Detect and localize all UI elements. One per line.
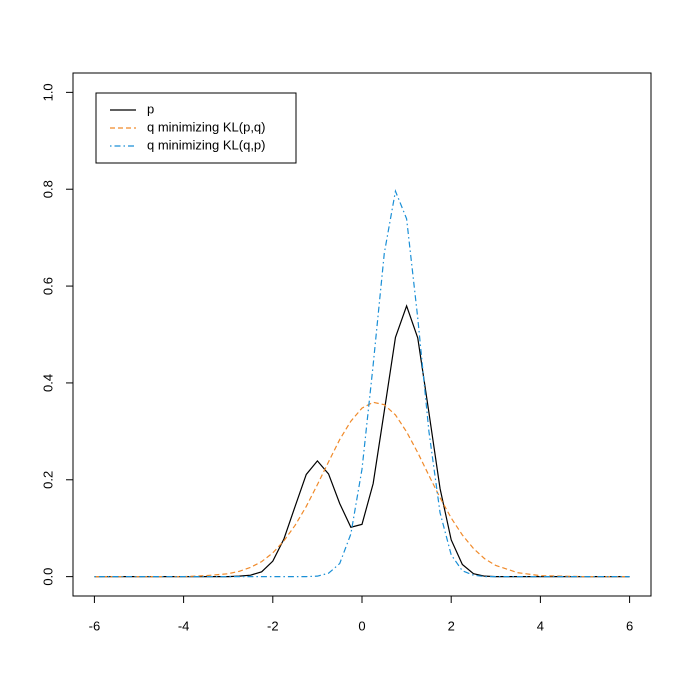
x-tick-label: 4 — [537, 618, 544, 633]
legend-label: p — [147, 101, 154, 116]
y-tick-label: 0.2 — [40, 471, 55, 489]
series-line — [94, 401, 630, 578]
y-tick-label: 0.0 — [40, 568, 55, 586]
x-tick-label: -4 — [178, 618, 190, 633]
x-tick-label: -6 — [89, 618, 101, 633]
legend-label: q minimizing KL(q,p) — [147, 137, 266, 152]
legend-label: q minimizing KL(p,q) — [147, 119, 266, 134]
y-tick-label: 0.8 — [40, 180, 55, 198]
series-line — [94, 304, 630, 578]
x-tick-label: 2 — [448, 618, 455, 633]
y-tick-label: 1.0 — [40, 83, 55, 101]
series-line — [94, 189, 630, 578]
x-tick-label: -2 — [267, 618, 279, 633]
x-tick-label: 6 — [626, 618, 633, 633]
x-tick-label: 0 — [358, 618, 365, 633]
y-tick-label: 0.6 — [40, 277, 55, 295]
y-tick-label: 0.4 — [40, 374, 55, 392]
